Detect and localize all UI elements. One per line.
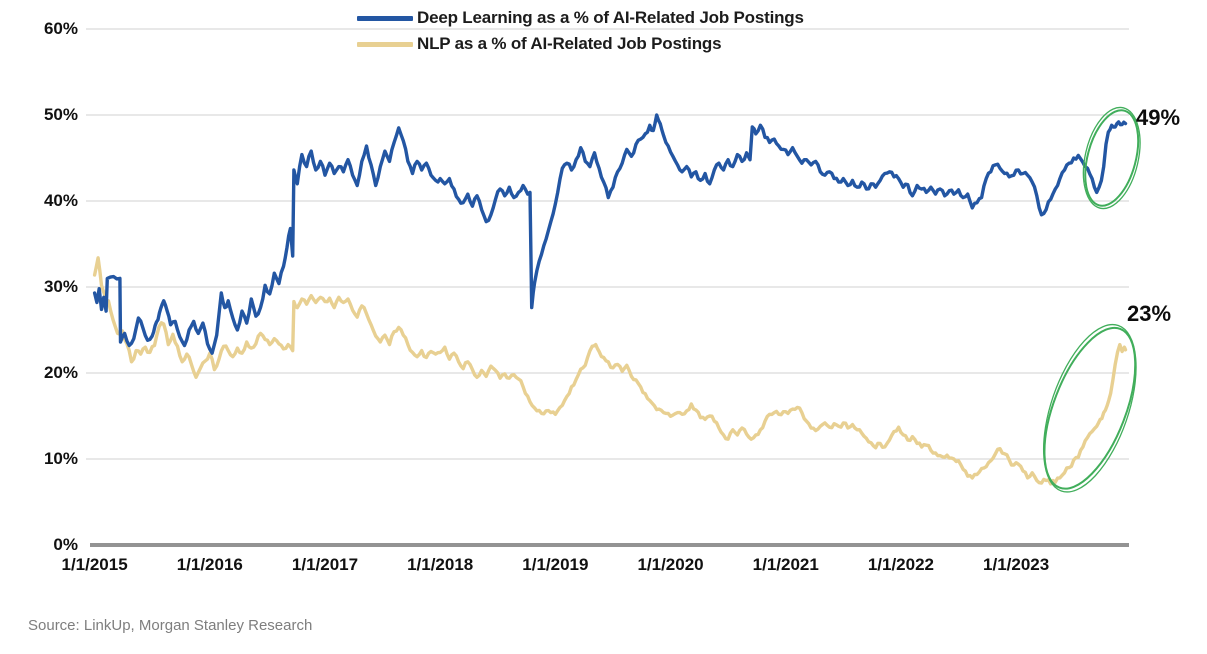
- annotation-49-percent: 49%: [1136, 105, 1181, 130]
- x-tick-label: 1/1/2022: [867, 555, 935, 574]
- annotation-23-percent: 23%: [1127, 301, 1172, 326]
- y-tick-label: 0%: [53, 535, 78, 554]
- x-tick-label: 1/1/2016: [176, 555, 243, 574]
- y-tick-label: 10%: [43, 449, 78, 468]
- y-tick-label: 40%: [43, 191, 78, 210]
- x-tick-label: 1/1/2015: [61, 555, 128, 574]
- x-tick-label: 1/1/2019: [522, 555, 589, 574]
- x-tick-label: 1/1/2020: [637, 555, 704, 574]
- series-line-nlp: [92, 256, 1128, 486]
- x-tick-label: 1/1/2023: [983, 555, 1050, 574]
- highlight-ellipse-outline-deep-learning: [1082, 106, 1141, 210]
- y-tick-label: 20%: [43, 363, 78, 382]
- legend-item-deep-learning: Deep Learning as a % of AI-Related Job P…: [357, 5, 804, 31]
- legend: Deep Learning as a % of AI-Related Job P…: [357, 5, 804, 57]
- legend-label-nlp: NLP as a % of AI-Related Job Postings: [417, 34, 722, 53]
- x-tick-label: 1/1/2017: [291, 555, 359, 574]
- x-tick-label: 1/1/2021: [752, 555, 819, 574]
- legend-label-deep-learning: Deep Learning as a % of AI-Related Job P…: [417, 8, 804, 27]
- highlight-ellipse-outline-nlp: [1042, 323, 1137, 493]
- nlp-line-swatch-icon: [357, 41, 413, 47]
- y-tick-label: 50%: [43, 105, 78, 124]
- y-tick-label: 30%: [43, 277, 78, 296]
- deep-learning-line-swatch-icon: [357, 15, 413, 21]
- x-tick-label: 1/1/2018: [407, 555, 474, 574]
- series-line-deep-learning: [92, 113, 1128, 355]
- y-tick-label: 60%: [43, 19, 78, 38]
- highlight-ellipse-nlp: [1043, 326, 1137, 490]
- highlight-ellipse-deep-learning: [1084, 109, 1140, 207]
- legend-item-nlp: NLP as a % of AI-Related Job Postings: [357, 31, 804, 57]
- source-note: Source: LinkUp, Morgan Stanley Research: [28, 617, 313, 634]
